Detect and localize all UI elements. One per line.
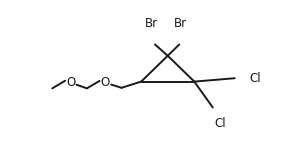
Text: O: O: [101, 76, 110, 89]
Text: O: O: [66, 76, 75, 89]
Text: Br: Br: [145, 17, 158, 30]
Text: Cl: Cl: [250, 72, 261, 85]
Text: Cl: Cl: [214, 117, 226, 130]
Text: Br: Br: [174, 17, 187, 30]
